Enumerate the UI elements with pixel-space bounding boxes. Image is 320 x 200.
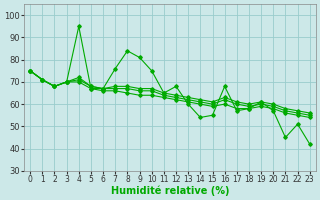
- X-axis label: Humidité relative (%): Humidité relative (%): [111, 185, 229, 196]
